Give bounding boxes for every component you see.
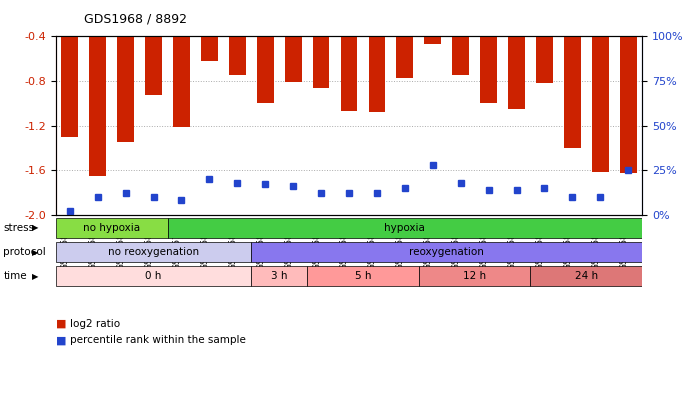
Text: 0 h: 0 h (145, 271, 162, 281)
Text: no hypoxia: no hypoxia (83, 223, 140, 233)
Bar (229, 0, 246, 75)
Text: ▶: ▶ (32, 272, 38, 281)
Bar (257, 0, 274, 103)
Text: 3 h: 3 h (271, 271, 288, 281)
Text: ▶: ▶ (32, 247, 38, 257)
Text: ▶: ▶ (32, 223, 38, 232)
Bar (341, 0, 357, 111)
Bar (480, 0, 497, 103)
Text: ■: ■ (56, 319, 66, 329)
Bar (592, 0, 609, 173)
Text: time: time (3, 271, 27, 281)
Text: 12 h: 12 h (463, 271, 487, 281)
Text: ■: ■ (56, 335, 66, 345)
Bar (173, 0, 190, 127)
FancyBboxPatch shape (56, 242, 251, 262)
Bar (61, 0, 78, 137)
Text: percentile rank within the sample: percentile rank within the sample (70, 335, 246, 345)
Text: hypoxia: hypoxia (385, 223, 425, 233)
Bar (145, 0, 162, 96)
Bar (396, 0, 413, 78)
FancyBboxPatch shape (56, 218, 168, 238)
FancyBboxPatch shape (251, 242, 642, 262)
Text: stress: stress (3, 223, 35, 233)
FancyBboxPatch shape (56, 266, 251, 286)
Text: log2 ratio: log2 ratio (70, 319, 120, 329)
Text: GDS1968 / 8892: GDS1968 / 8892 (84, 12, 187, 25)
Bar (313, 0, 329, 88)
FancyBboxPatch shape (419, 266, 530, 286)
Bar (536, 0, 553, 83)
Bar (369, 0, 385, 112)
Bar (564, 0, 581, 148)
Bar (620, 0, 637, 173)
Text: no reoxygenation: no reoxygenation (108, 247, 199, 257)
Text: protocol: protocol (3, 247, 46, 257)
Bar (89, 0, 106, 176)
Bar (201, 0, 218, 61)
Bar (424, 0, 441, 44)
Bar (117, 0, 134, 142)
Text: 24 h: 24 h (574, 271, 598, 281)
FancyBboxPatch shape (530, 266, 642, 286)
FancyBboxPatch shape (307, 266, 419, 286)
FancyBboxPatch shape (251, 266, 307, 286)
Text: reoxygenation: reoxygenation (409, 247, 484, 257)
FancyBboxPatch shape (168, 218, 642, 238)
Bar (285, 0, 302, 82)
Bar (508, 0, 525, 109)
Text: 5 h: 5 h (355, 271, 371, 281)
Bar (452, 0, 469, 75)
